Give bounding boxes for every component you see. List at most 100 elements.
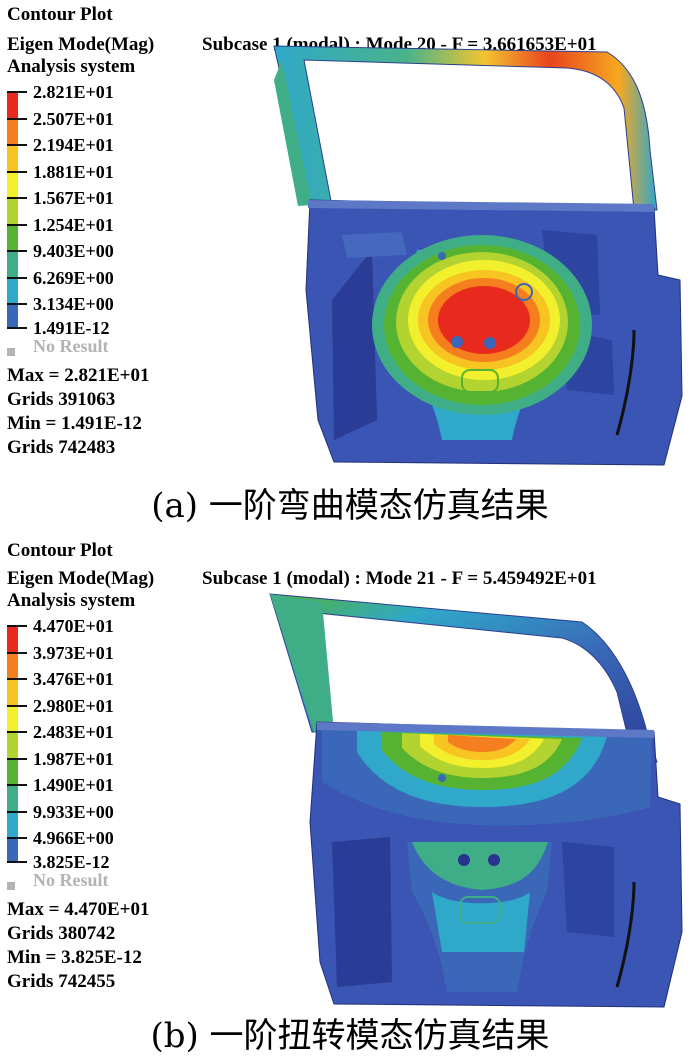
- system-label: Analysis system: [7, 56, 136, 77]
- mount-hole: [438, 774, 446, 782]
- legend-tick: [7, 678, 27, 680]
- result-type-label: Eigen Mode(Mag): [7, 34, 155, 55]
- min-grids: Grids 742455: [7, 971, 116, 992]
- result-type-label: Eigen Mode(Mag): [7, 568, 155, 589]
- legend-swatch: [7, 812, 18, 838]
- legend-tick: [7, 250, 27, 252]
- legend-tick: [7, 91, 27, 93]
- legend-level: 2.483E+01: [33, 722, 114, 742]
- legend-level: 3.476E+01: [33, 669, 114, 689]
- lower-contour: [412, 842, 548, 890]
- door-contour-model: [269, 593, 683, 1008]
- legend-level: 2.194E+01: [33, 135, 114, 155]
- min-value: Min = 3.825E-12: [7, 947, 142, 968]
- legend-swatch: [7, 119, 18, 145]
- legend-tick: [7, 118, 27, 120]
- inner-cutout: [562, 842, 614, 937]
- plot-type-label: Contour Plot: [7, 4, 113, 25]
- door-edge-seam: [615, 881, 636, 988]
- legend-tick: [7, 327, 27, 329]
- max-value: Max = 4.470E+01: [7, 899, 150, 920]
- contour-legend: 2.821E+01 2.507E+01 2.194E+01 1.881E+01 …: [7, 82, 197, 356]
- no-result-label: No Result: [33, 336, 109, 356]
- contour-legend: 4.470E+01 3.973E+01 3.476E+01 2.980E+01 …: [7, 616, 197, 890]
- frame-pillar: [270, 594, 334, 732]
- max-value: Max = 2.821E+01: [7, 365, 150, 386]
- legend-tick: [7, 303, 27, 305]
- legend-swatch: [7, 759, 18, 785]
- legend-swatch: [7, 679, 18, 706]
- legend-swatch: [7, 653, 18, 679]
- legend-level: 3.973E+01: [33, 643, 114, 663]
- mount-hole: [438, 252, 446, 260]
- deformation-contour: [372, 235, 592, 440]
- legend-swatch: [7, 785, 18, 812]
- max-grids: Grids 380742: [7, 923, 116, 944]
- legend-swatch: [7, 732, 18, 759]
- legend-swatch: [7, 145, 18, 172]
- max-grids: Grids 391063: [7, 389, 116, 410]
- min-value: Min = 1.491E-12: [7, 413, 142, 434]
- legend-tick: [7, 197, 27, 199]
- legend-level: 2.507E+01: [33, 109, 114, 129]
- legend-level: 1.567E+01: [33, 188, 114, 208]
- no-result-label: No Result: [33, 870, 109, 890]
- legend-tick: [7, 731, 27, 733]
- legend-swatch: [7, 626, 18, 653]
- mount-ring: [515, 283, 533, 301]
- mount-ring: [461, 369, 499, 393]
- legend-level: 4.470E+01: [33, 616, 114, 636]
- mount-hole: [451, 336, 463, 348]
- legend-swatch: [7, 92, 18, 119]
- legend-swatch: [7, 278, 18, 304]
- no-result-swatch: [7, 348, 15, 356]
- legend-level: 2.980E+01: [33, 696, 114, 716]
- legend-tick: [7, 625, 27, 627]
- legend-tick: [7, 758, 27, 760]
- inner-cutout: [332, 250, 377, 440]
- legend-level: 2.821E+01: [33, 82, 114, 102]
- legend-level: 9.933E+00: [33, 802, 114, 822]
- legend-level: 4.966E+00: [33, 828, 114, 848]
- inner-cutout: [342, 232, 407, 258]
- legend-tick: [7, 652, 27, 654]
- system-label: Analysis system: [7, 590, 136, 611]
- legend-tick: [7, 837, 27, 839]
- door-edge-seam: [615, 329, 636, 436]
- legend-level: 6.269E+00: [33, 268, 114, 288]
- subcase-label: Subcase 1 (modal) : Mode 21 - F = 5.4594…: [202, 568, 597, 589]
- door-contour-model: [273, 45, 683, 466]
- legend-swatch: [7, 251, 18, 278]
- mount-hole: [488, 854, 500, 866]
- deformation-contour: [322, 724, 652, 826]
- figure-caption-b: (b) 一阶扭转模态仿真结果: [150, 1016, 550, 1056]
- legend-level: 3.825E-12: [33, 852, 110, 872]
- plot-type-label: Contour Plot: [7, 540, 113, 561]
- legend-tick: [7, 784, 27, 786]
- legend-level: 3.134E+00: [33, 294, 114, 314]
- legend-tick: [7, 277, 27, 279]
- legend-tick: [7, 224, 27, 226]
- legend-swatch: [7, 838, 18, 862]
- legend-level: 1.491E-12: [33, 318, 110, 338]
- figure-caption-a: (a) 一阶弯曲模态仿真结果: [151, 486, 549, 526]
- legend-swatch: [7, 172, 18, 198]
- contour-panel-mode-21: Contour Plot Eigen Mode(Mag) Subcase 1 (…: [0, 536, 700, 1014]
- legend-tick: [7, 811, 27, 813]
- mount-hole: [458, 854, 470, 866]
- legend-level: 1.987E+01: [33, 749, 114, 769]
- mount-hole: [484, 337, 496, 349]
- min-grids: Grids 742483: [7, 437, 116, 458]
- belt-line: [317, 722, 654, 738]
- legend-level: 1.254E+01: [33, 215, 114, 235]
- legend-tick: [7, 144, 27, 146]
- mount-ring: [459, 896, 501, 924]
- legend-tick: [7, 861, 27, 863]
- legend-level: 9.403E+00: [33, 241, 114, 261]
- window-frame: [273, 45, 658, 211]
- legend-tick: [7, 171, 27, 173]
- frame-pillar: [274, 60, 312, 206]
- legend-level: 1.490E+01: [33, 775, 114, 795]
- no-result-swatch: [7, 882, 15, 890]
- legend-swatch: [7, 304, 18, 328]
